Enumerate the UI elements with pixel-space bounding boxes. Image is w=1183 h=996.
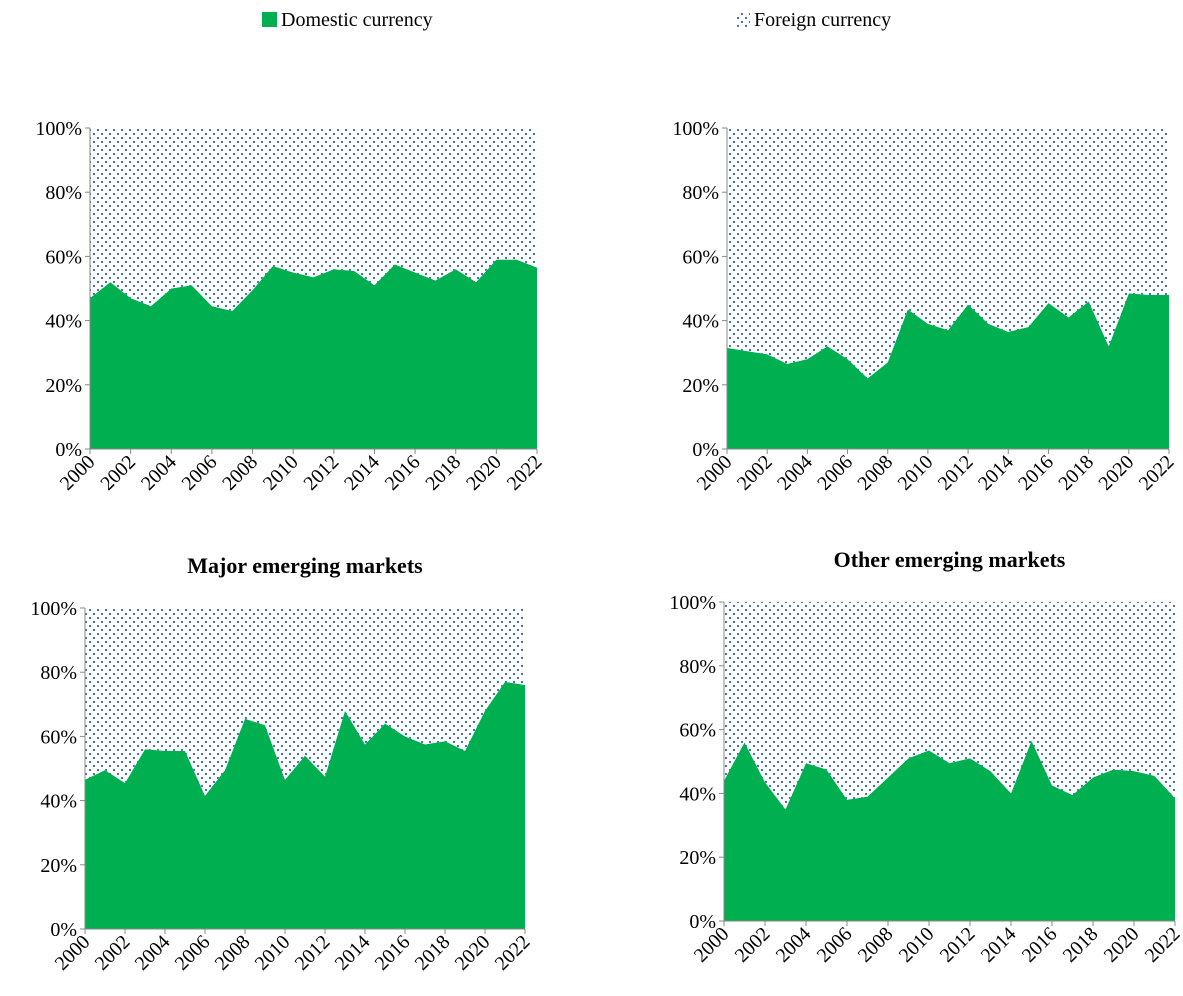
y-tick-label: 100% bbox=[35, 118, 82, 140]
y-tick-label: 60% bbox=[40, 726, 77, 748]
y-tick-label: 40% bbox=[682, 311, 719, 333]
x-tick-label: 2014 bbox=[331, 931, 375, 975]
y-tick-label: 20% bbox=[679, 847, 716, 869]
y-tick-label: 0% bbox=[689, 911, 716, 933]
x-tick-label: 2014 bbox=[340, 451, 384, 495]
area bbox=[85, 608, 525, 796]
y-tick-label: 0% bbox=[55, 439, 82, 461]
x-tick-label: 2018 bbox=[1059, 923, 1103, 967]
x-tick-label: 2012 bbox=[300, 451, 344, 495]
y-tick-label: 100% bbox=[672, 118, 719, 140]
x-tick-label: 2016 bbox=[381, 451, 425, 495]
x-tick-label: 2008 bbox=[854, 923, 898, 967]
legend-swatch bbox=[735, 12, 750, 27]
x-tick-label: 2012 bbox=[934, 451, 978, 495]
x-tick-label: 2022 bbox=[491, 931, 535, 975]
chart-title: Major emerging markets bbox=[187, 553, 423, 578]
y-tick-label: 60% bbox=[682, 246, 719, 268]
y-tick-label: 40% bbox=[45, 311, 82, 333]
y-tick-label: 100% bbox=[30, 598, 77, 620]
y-tick-label: 20% bbox=[45, 375, 82, 397]
x-tick-label: 2002 bbox=[731, 923, 775, 967]
y-tick-label: 0% bbox=[50, 919, 77, 941]
area bbox=[724, 740, 1175, 921]
x-tick-label: 2002 bbox=[96, 451, 140, 495]
x-tick-label: 2006 bbox=[178, 451, 222, 495]
x-tick-label: 2010 bbox=[894, 451, 938, 495]
x-tick-label: 2012 bbox=[291, 931, 335, 975]
x-tick-label: 2002 bbox=[733, 451, 777, 495]
y-tick-label: 100% bbox=[669, 592, 716, 614]
area bbox=[727, 128, 1169, 379]
x-tick-label: 2004 bbox=[137, 451, 181, 495]
x-tick-label: 2018 bbox=[421, 451, 465, 495]
x-tick-label: 2010 bbox=[895, 923, 939, 967]
y-tick-label: 80% bbox=[682, 182, 719, 204]
y-tick-label: 60% bbox=[679, 720, 716, 742]
y-tick-label: 80% bbox=[40, 662, 77, 684]
x-tick-label: 2006 bbox=[813, 451, 857, 495]
x-tick-label: 2006 bbox=[813, 923, 857, 967]
x-tick-label: 2016 bbox=[371, 931, 415, 975]
x-tick-label: 2010 bbox=[259, 451, 303, 495]
x-tick-label: 2012 bbox=[936, 923, 980, 967]
x-tick-label: 2016 bbox=[1018, 923, 1062, 967]
area bbox=[727, 293, 1169, 449]
y-tick-label: 40% bbox=[40, 791, 77, 813]
x-tick-label: 2004 bbox=[131, 931, 175, 975]
x-tick-label: 2008 bbox=[211, 931, 255, 975]
y-tick-label: 60% bbox=[45, 246, 82, 268]
x-tick-label: 2016 bbox=[1014, 451, 1058, 495]
x-tick-label: 2022 bbox=[503, 451, 547, 495]
x-tick-label: 2022 bbox=[1135, 451, 1179, 495]
x-tick-label: 2004 bbox=[772, 923, 816, 967]
x-tick-label: 2022 bbox=[1141, 923, 1183, 967]
x-tick-label: 2014 bbox=[977, 923, 1021, 967]
x-tick-label: 2008 bbox=[218, 451, 262, 495]
x-tick-label: 2020 bbox=[1095, 451, 1139, 495]
area bbox=[90, 259, 537, 449]
x-tick-label: 2002 bbox=[91, 931, 135, 975]
x-tick-label: 2020 bbox=[451, 931, 495, 975]
y-tick-label: 20% bbox=[40, 855, 77, 877]
y-tick-label: 20% bbox=[682, 375, 719, 397]
area bbox=[85, 681, 525, 929]
x-tick-label: 2014 bbox=[974, 451, 1018, 495]
legend-label: Foreign currency bbox=[754, 9, 891, 31]
x-tick-label: 2018 bbox=[1054, 451, 1098, 495]
legend-swatch bbox=[262, 12, 277, 27]
y-tick-label: 40% bbox=[679, 783, 716, 805]
y-tick-label: 80% bbox=[45, 182, 82, 204]
x-tick-label: 2018 bbox=[411, 931, 455, 975]
x-tick-label: 2020 bbox=[462, 451, 506, 495]
x-tick-label: 2006 bbox=[171, 931, 215, 975]
chart-title: Other emerging markets bbox=[834, 547, 1066, 572]
y-tick-label: 0% bbox=[692, 439, 719, 461]
x-tick-label: 2004 bbox=[773, 451, 817, 495]
x-tick-label: 2020 bbox=[1100, 923, 1144, 967]
x-tick-label: 2010 bbox=[251, 931, 295, 975]
area bbox=[724, 602, 1175, 810]
y-tick-label: 80% bbox=[679, 656, 716, 678]
legend-label: Domestic currency bbox=[281, 9, 433, 31]
x-tick-label: 2008 bbox=[853, 451, 897, 495]
area bbox=[90, 128, 537, 311]
